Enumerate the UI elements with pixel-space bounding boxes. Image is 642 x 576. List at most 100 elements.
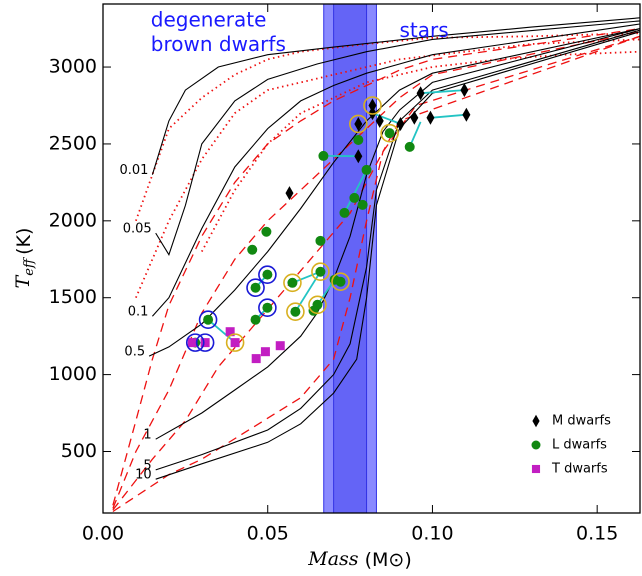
marker — [404, 141, 415, 152]
y-label-sub: eff — [22, 256, 37, 276]
marker — [416, 86, 425, 101]
marker — [410, 110, 419, 125]
marker — [375, 113, 384, 128]
marker — [426, 110, 435, 125]
marker — [462, 107, 471, 122]
marker — [318, 150, 329, 161]
dotted-track — [135, 38, 640, 299]
marker — [247, 244, 258, 255]
y-label: Teff(K) — [12, 228, 37, 289]
isochrone — [155, 20, 640, 256]
y-tick-label: 2500 — [49, 132, 97, 154]
marker — [251, 354, 261, 364]
x-tick-label: 0.00 — [82, 523, 124, 545]
marker — [354, 116, 363, 131]
marker — [287, 277, 298, 288]
marker — [230, 338, 240, 348]
marker — [290, 306, 301, 317]
ring — [349, 114, 368, 134]
marker — [275, 341, 285, 351]
marker — [353, 134, 364, 145]
ring — [258, 298, 277, 318]
marker — [335, 276, 346, 287]
x-tick-label: 0.15 — [576, 523, 618, 545]
mass-band — [333, 4, 368, 513]
isochrone-label: 0.1 — [128, 305, 149, 320]
isochrone-label: 0.5 — [124, 345, 145, 360]
marker — [460, 83, 469, 98]
plot-frame — [102, 3, 641, 514]
legend-marker — [531, 464, 541, 474]
plot-area — [112, 4, 640, 513]
marker — [368, 106, 377, 121]
marker — [361, 164, 372, 175]
link-line — [207, 319, 236, 344]
ring — [225, 333, 245, 352]
marker — [260, 347, 270, 357]
x-label-var: Mass — [307, 548, 359, 570]
isochrone-label: 1 — [143, 428, 151, 443]
isochrone-label: 0.01 — [119, 163, 148, 178]
isochrone-label: 10 — [135, 468, 152, 483]
legend-marker — [532, 414, 540, 428]
ring — [195, 333, 215, 352]
annotation: degenerate — [151, 7, 267, 31]
isochrone — [148, 28, 640, 357]
y-tick-label: 1500 — [49, 286, 97, 308]
marker — [225, 327, 235, 337]
dotted-track — [201, 50, 640, 253]
marker — [384, 128, 395, 139]
y-tick-label: 2000 — [49, 209, 97, 231]
x-tick-label: 0.05 — [247, 523, 289, 545]
x-label: Mass (M⊙) — [307, 548, 411, 571]
marker — [315, 235, 326, 246]
marker — [354, 149, 363, 164]
ring — [331, 272, 350, 292]
annotation: brown dwarfs — [151, 32, 286, 56]
marker — [285, 186, 294, 201]
isochrone-label: 5 — [143, 458, 151, 473]
isochrone — [155, 29, 640, 471]
legend-label: M dwarfs — [552, 414, 611, 429]
marker — [396, 116, 405, 131]
marker — [261, 226, 272, 237]
marker — [262, 302, 273, 313]
dashed-track — [112, 27, 640, 506]
ring — [185, 333, 205, 352]
y-label-var: T — [12, 274, 34, 288]
legend-label: L dwarfs — [552, 438, 607, 453]
marker — [187, 338, 197, 348]
dotted-track — [135, 32, 640, 222]
ring — [311, 262, 330, 282]
isochrone-label: 0.05 — [123, 222, 152, 237]
marker — [368, 98, 377, 113]
x-label-unit: (M⊙) — [365, 549, 412, 571]
ring — [363, 96, 382, 115]
marker — [349, 192, 360, 203]
marker — [250, 314, 261, 325]
link-line — [420, 89, 465, 95]
ring — [286, 302, 305, 322]
y-tick-label: 3000 — [49, 56, 97, 78]
y-tick-label: 500 — [61, 440, 97, 462]
link-line — [430, 113, 467, 119]
legend-marker — [531, 440, 541, 450]
marker — [357, 199, 368, 210]
isochrone — [151, 23, 640, 317]
dashed-track — [112, 31, 640, 509]
ring — [198, 310, 218, 330]
legend-label: T dwarfs — [551, 462, 608, 477]
marker — [315, 266, 326, 277]
y-tick-label: 1000 — [49, 363, 97, 385]
link-line — [372, 112, 401, 125]
isochrone — [151, 17, 640, 175]
ring — [246, 278, 265, 298]
ring — [308, 295, 327, 315]
isochrone — [155, 31, 640, 480]
ring — [380, 123, 399, 143]
marker — [203, 314, 214, 325]
marker — [200, 338, 210, 348]
marker — [339, 207, 350, 218]
marker — [262, 269, 273, 280]
